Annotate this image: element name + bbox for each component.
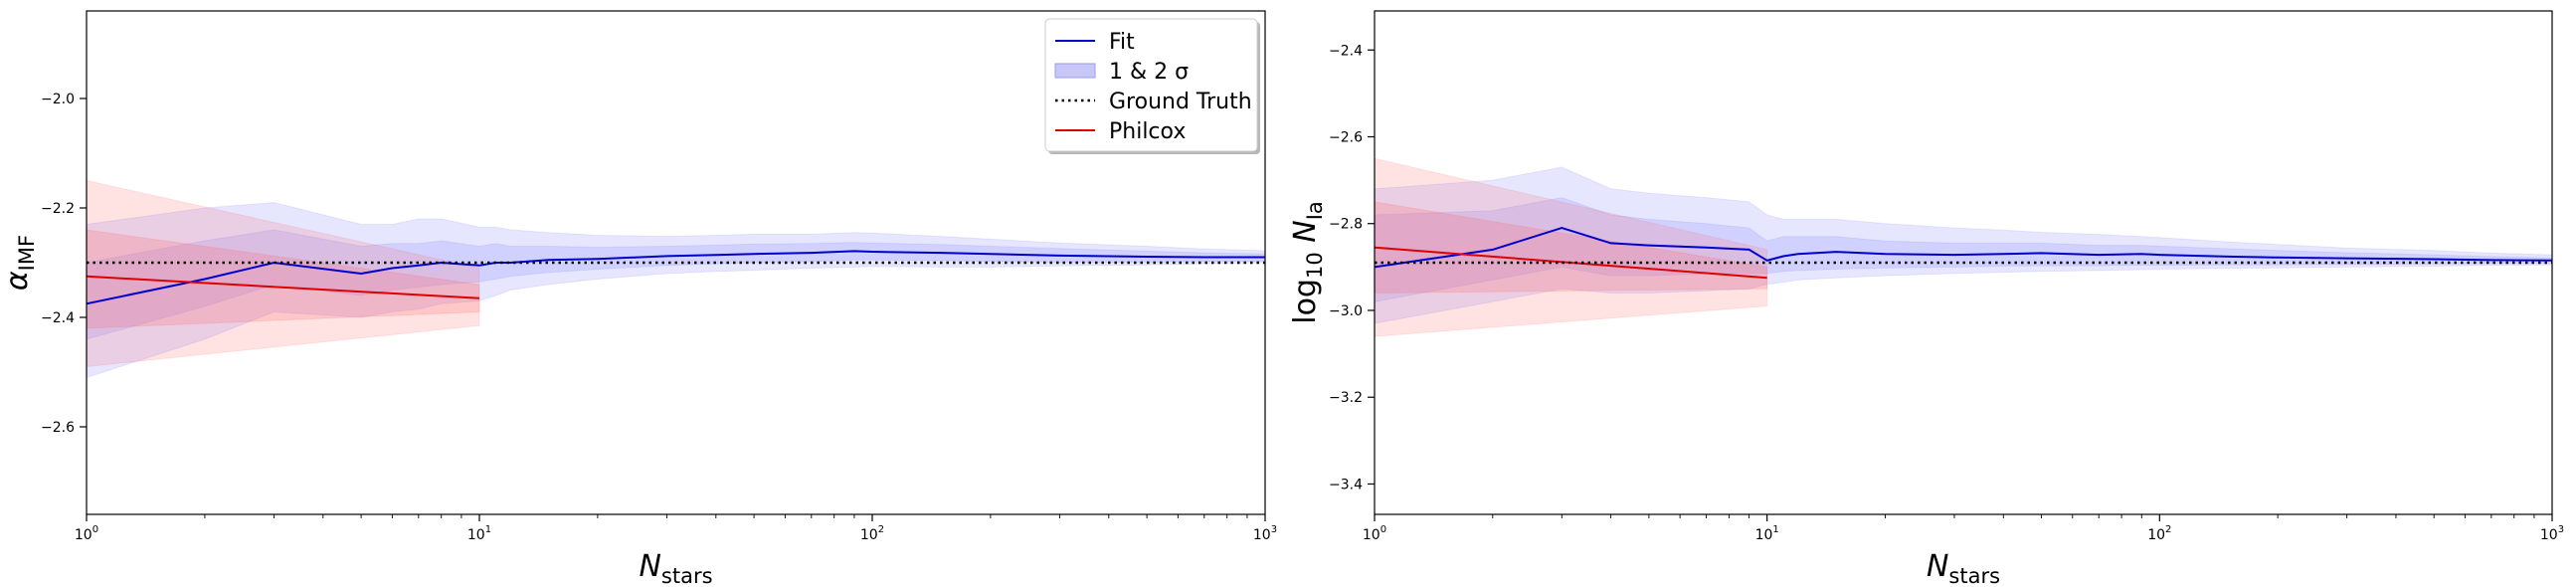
y-tick-label: −2.0 — [41, 92, 75, 107]
y-tick-label: −3.0 — [1329, 303, 1363, 319]
y-axis-title: αIMF — [0, 235, 39, 291]
y-tick-label: −3.4 — [1329, 477, 1363, 492]
plot-area — [87, 179, 1265, 379]
philcox-1sigma-band — [87, 229, 480, 329]
legend-frame — [1044, 18, 1258, 152]
x-tick-label: 100 — [1363, 524, 1386, 543]
philcox-2sigma-band — [1375, 157, 1768, 337]
legend: Fit 1 & 2 σ Ground Truth Philcox — [1044, 18, 1260, 154]
axes-frame — [1374, 10, 2553, 515]
fit-2sigma-band — [1375, 166, 2552, 324]
y-axis-title: log10 NIa — [1288, 201, 1327, 324]
x-axis-title: Nstars — [639, 549, 712, 587]
log-n-ia-panel: 100 101 102 103 −3.4 −3.2 −3.0 −2.8 −2.6 −2.4 Nsta… — [1288, 10, 2564, 587]
y-tick-label: −3.2 — [1329, 390, 1363, 406]
x-tick-label: 103 — [2540, 524, 2564, 543]
legend-label: Philcox — [1109, 119, 1186, 144]
x-tick-label: 100 — [75, 524, 98, 543]
plot-area — [1375, 157, 2552, 337]
axes-frame — [86, 10, 1266, 515]
fit-line — [87, 250, 1265, 305]
philcox-line — [87, 275, 480, 299]
legend-label: Ground Truth — [1109, 90, 1252, 114]
x-axis-title: Nstars — [1927, 549, 2000, 587]
legend-label: Fit — [1109, 30, 1135, 55]
x-tick-label: 102 — [860, 524, 884, 543]
legend-swatch — [1054, 63, 1096, 79]
x-tick-label: 102 — [2147, 524, 2171, 543]
y-tick-label: −2.4 — [41, 310, 75, 326]
y-tick-label: −2.4 — [1329, 43, 1363, 59]
y-tick-label: −2.6 — [1329, 130, 1363, 146]
y-tick-label: −2.8 — [1329, 217, 1363, 233]
x-tick-label: 101 — [1755, 524, 1779, 543]
fit-line — [1375, 227, 2552, 269]
fit-1sigma-band — [87, 229, 1265, 340]
x-tick-label: 101 — [467, 524, 491, 543]
y-tick-label: −2.2 — [41, 201, 75, 217]
y-tick-label: −2.6 — [41, 420, 75, 436]
legend-label: 1 & 2 σ — [1109, 60, 1189, 85]
x-tick-label: 103 — [1253, 524, 1277, 543]
alpha-imf-panel: 100 101 102 103 −2.6 −2.4 −2.2 −2.0 Nstars αIMF Fi… — [0, 10, 1277, 587]
fit-2sigma-band — [87, 201, 1265, 379]
philcox-2sigma-band — [87, 179, 480, 368]
fit-1sigma-band — [1375, 197, 2552, 302]
